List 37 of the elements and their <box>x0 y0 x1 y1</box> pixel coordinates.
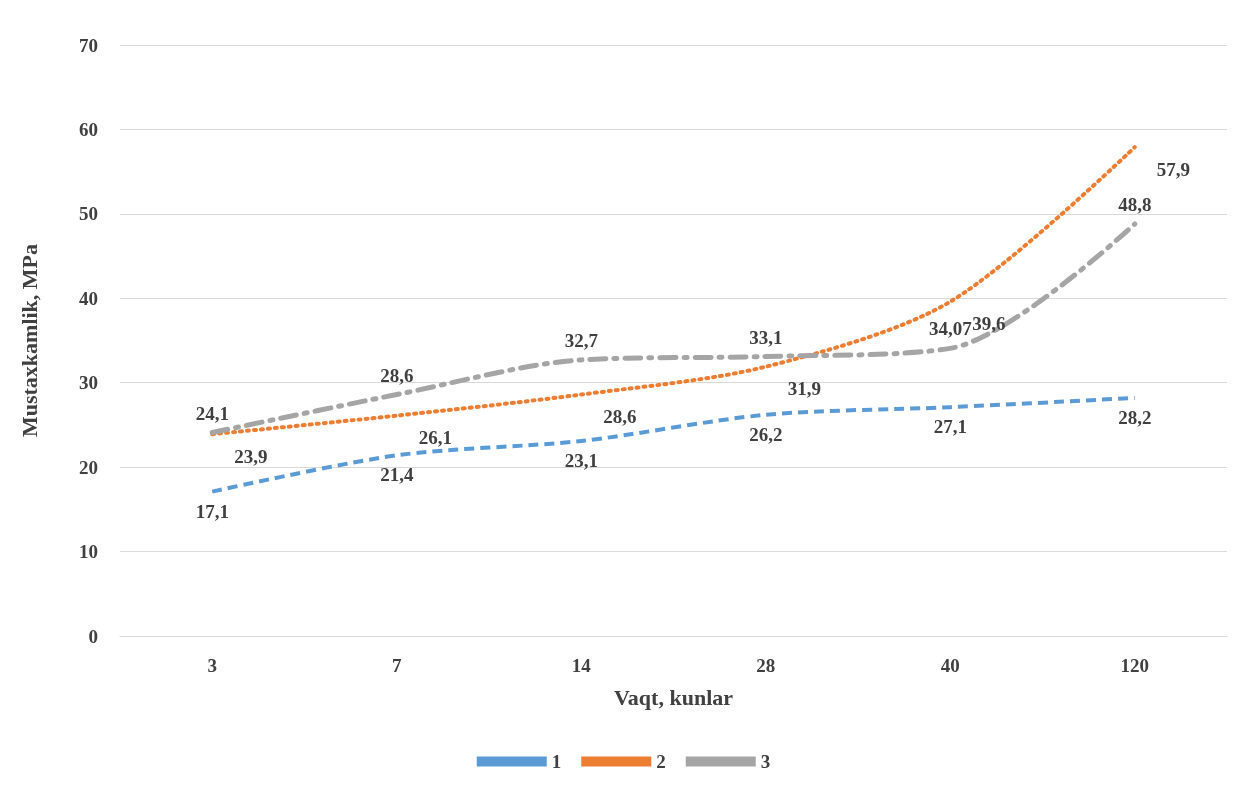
y-tick-label: 50 <box>79 203 98 225</box>
data-label: 57,9 <box>1156 158 1190 180</box>
data-label: 31,9 <box>787 378 821 400</box>
data-label: 48,8 <box>1118 193 1152 215</box>
data-label: 17,1 <box>195 500 229 522</box>
x-tick-label: 120 <box>1120 655 1149 676</box>
x-tick-label: 28 <box>756 655 776 676</box>
data-label: 26,1 <box>418 427 452 449</box>
data-label: 33,1 <box>749 326 783 348</box>
data-label: 26,2 <box>749 423 783 445</box>
y-tick-label: 10 <box>79 541 98 563</box>
legend-label: 2 <box>656 751 666 772</box>
x-tick-label: 7 <box>392 655 402 676</box>
data-label: 32,7 <box>564 329 599 351</box>
x-tick-label: 40 <box>940 655 960 676</box>
data-label: 34,07 <box>928 318 973 340</box>
legend-label: 3 <box>760 751 771 772</box>
y-tick-label: 20 <box>79 456 98 478</box>
x-tick-label: 14 <box>571 655 592 676</box>
data-label: 23,9 <box>234 445 268 467</box>
data-label: 21,4 <box>380 464 414 486</box>
y-tick-label: 0 <box>88 625 98 647</box>
y-axis-title: Mustaxkamlik, MPa <box>16 243 42 438</box>
x-tick-label: 3 <box>207 655 217 676</box>
legend-label: 1 <box>551 751 562 772</box>
data-label: 28,2 <box>1118 406 1152 428</box>
data-label: 24,1 <box>195 402 229 424</box>
y-tick-label: 40 <box>79 287 98 309</box>
y-tick-label: 60 <box>79 118 98 140</box>
x-axis-title: Vaqt, kunlar <box>613 684 734 710</box>
data-label: 28,6 <box>603 406 637 428</box>
data-label: 23,1 <box>564 449 598 471</box>
data-label: 28,6 <box>380 364 414 386</box>
y-tick-label: 70 <box>79 34 98 56</box>
data-label: 27,1 <box>933 416 967 438</box>
data-label: 39,6 <box>972 313 1006 335</box>
y-tick-label: 30 <box>79 372 98 394</box>
